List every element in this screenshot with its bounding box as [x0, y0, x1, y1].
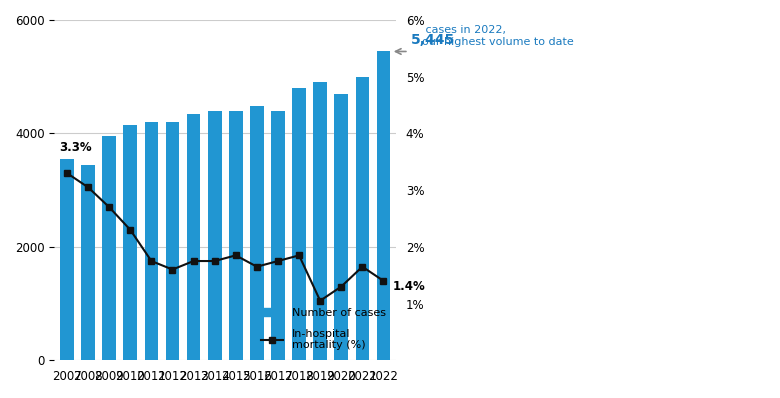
Text: 3.3%: 3.3% — [59, 141, 92, 154]
Bar — [165, 122, 179, 360]
Text: cases in 2022,
our highest volume to date: cases in 2022, our highest volume to dat… — [422, 25, 573, 47]
Legend: Number of cases, In-hospital
mortality (%): Number of cases, In-hospital mortality (… — [257, 303, 391, 355]
Bar — [229, 111, 243, 360]
Bar — [60, 159, 74, 360]
Bar — [335, 94, 348, 360]
Bar — [186, 113, 200, 360]
Text: 5,445: 5,445 — [411, 33, 456, 47]
Bar — [123, 125, 137, 360]
Bar — [271, 111, 285, 360]
Bar — [144, 122, 158, 360]
Bar — [207, 111, 222, 360]
Bar — [377, 51, 390, 360]
Bar — [314, 82, 327, 360]
Text: 1.4%: 1.4% — [393, 280, 426, 293]
Bar — [250, 106, 264, 360]
Bar — [356, 77, 369, 360]
Bar — [102, 136, 116, 360]
Bar — [292, 88, 306, 360]
Bar — [81, 165, 95, 360]
